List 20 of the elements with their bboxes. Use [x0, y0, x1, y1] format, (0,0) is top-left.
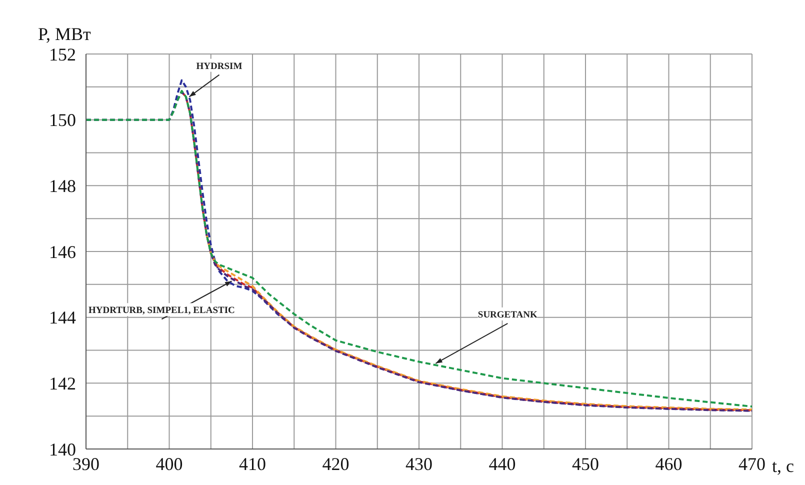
- x-tick-label: 440: [488, 454, 516, 474]
- y-tick-label: 148: [49, 176, 76, 196]
- x-tick-label: 470: [738, 454, 766, 474]
- y-tick-label: 150: [49, 110, 76, 130]
- annotation: SURGETANK: [478, 310, 538, 320]
- y-tick-label: 144: [49, 308, 76, 328]
- y-tick-label: 152: [49, 44, 76, 64]
- x-tick-label: 460: [655, 454, 682, 474]
- annotation: HYDRTURB, SIMPEL1, ELASTIC: [88, 306, 236, 316]
- y-tick-label: 140: [49, 439, 76, 460]
- x-tick-label: 430: [406, 454, 432, 474]
- y-tick-label: 146: [49, 242, 76, 262]
- y-axis-title: P, МВт: [38, 24, 92, 44]
- annotation: HYDRSIM: [196, 62, 242, 72]
- x-tick-label: 450: [572, 454, 599, 474]
- x-tick-label: 410: [239, 454, 266, 474]
- x-tick-label: 420: [322, 454, 350, 474]
- y-tick-label: 142: [49, 374, 76, 394]
- x-axis-title: t, с: [772, 456, 794, 476]
- x-tick-label: 400: [156, 454, 183, 474]
